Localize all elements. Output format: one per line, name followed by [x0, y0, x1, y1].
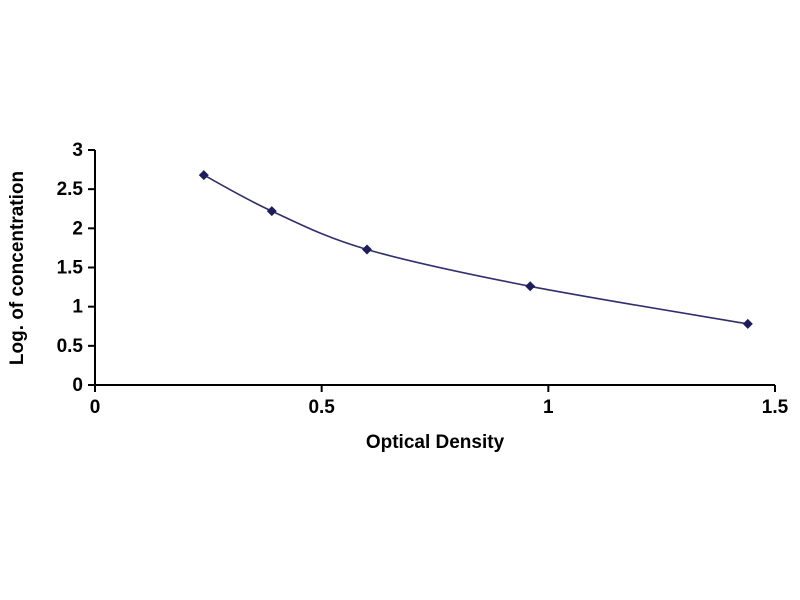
series-line: [203, 174, 748, 325]
data-point-marker: [525, 281, 536, 292]
data-point-marker: [266, 206, 277, 217]
data-point-marker: [362, 244, 372, 255]
y-tick-label: 3: [72, 140, 83, 161]
data-point-marker: [198, 170, 209, 181]
y-axis-label: Log. of concentration: [7, 170, 28, 366]
data-point-marker: [742, 318, 753, 329]
y-tick-label: 0: [72, 375, 83, 396]
x-tick-label: 1: [543, 397, 554, 418]
y-tick-label: 1: [72, 297, 83, 318]
x-tick-label: 1.5: [762, 397, 789, 418]
y-tick-label: 2: [72, 218, 83, 239]
y-tick-label: 2.5: [57, 179, 84, 200]
y-tick-label: 1.5: [57, 258, 84, 279]
y-tick-label: 0.5: [57, 336, 84, 357]
x-axis-label: Optical Density: [365, 432, 505, 453]
x-tick-label: 0.5: [308, 397, 335, 418]
x-tick-label: 0: [90, 397, 101, 418]
